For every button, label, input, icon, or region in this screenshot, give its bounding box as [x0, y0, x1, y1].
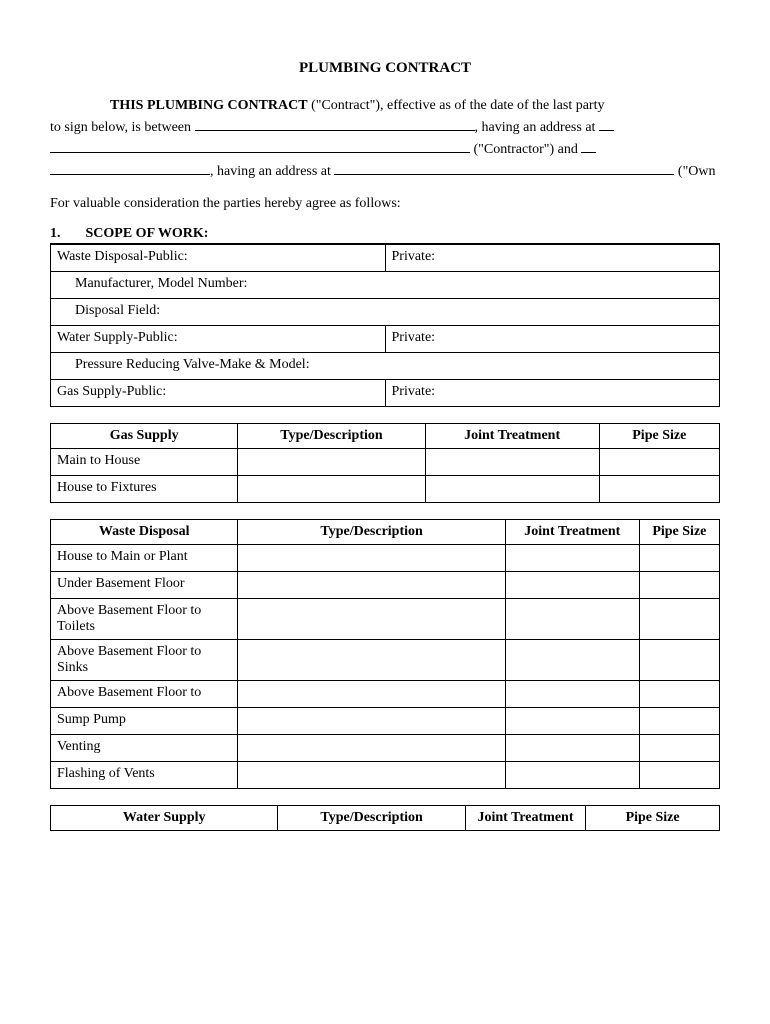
waste-row-1: Under Basement Floor: [51, 572, 238, 599]
waste-header-3: Pipe Size: [639, 520, 719, 545]
intro-line2a: to sign below, is between: [50, 120, 195, 135]
waste-cell[interactable]: [505, 708, 639, 735]
waste-disposal-table: Waste Disposal Type/Description Joint Tr…: [50, 519, 720, 789]
waste-cell[interactable]: [639, 545, 719, 572]
scope-manufacturer: Manufacturer, Model Number:: [51, 272, 720, 299]
scope-gas-public: Gas Supply-Public:: [51, 380, 386, 407]
gas-supply-table: Gas Supply Type/Description Joint Treatm…: [50, 423, 720, 503]
waste-cell[interactable]: [639, 640, 719, 681]
water-header-1: Type/Description: [278, 806, 465, 831]
waste-cell[interactable]: [505, 735, 639, 762]
blank-address-start[interactable]: [599, 116, 614, 131]
waste-cell[interactable]: [505, 599, 639, 640]
waste-header-0: Waste Disposal: [51, 520, 238, 545]
gas-row-1: House to Fixtures: [51, 476, 238, 503]
waste-cell[interactable]: [505, 545, 639, 572]
waste-row-0: House to Main or Plant: [51, 545, 238, 572]
waste-cell[interactable]: [639, 599, 719, 640]
waste-cell[interactable]: [238, 762, 506, 789]
intro-line2b: , having an address at: [475, 120, 599, 135]
gas-cell[interactable]: [599, 449, 719, 476]
gas-cell[interactable]: [238, 476, 425, 503]
intro-line3a: ("Contractor") and: [470, 142, 581, 157]
section-1-heading: 1. SCOPE OF WORK:: [50, 226, 720, 244]
section-1-title: SCOPE OF WORK:: [86, 226, 209, 241]
waste-cell[interactable]: [238, 599, 506, 640]
intro-line4a: , having an address at: [210, 164, 334, 179]
waste-header-1: Type/Description: [238, 520, 506, 545]
scope-water-private: Private:: [385, 326, 720, 353]
gas-row-0: Main to House: [51, 449, 238, 476]
waste-cell[interactable]: [639, 735, 719, 762]
intro-line4b: ("Own: [674, 164, 715, 179]
waste-row-5: Sump Pump: [51, 708, 238, 735]
waste-row-7: Flashing of Vents: [51, 762, 238, 789]
water-header-2: Joint Treatment: [465, 806, 585, 831]
water-supply-table: Water Supply Type/Description Joint Trea…: [50, 805, 720, 831]
blank-owner-name-start[interactable]: [581, 138, 596, 153]
water-header-3: Pipe Size: [586, 806, 720, 831]
intro-lead-bold: THIS PLUMBING CONTRACT: [110, 98, 308, 113]
waste-cell[interactable]: [238, 735, 506, 762]
agree-text: For valuable consideration the parties h…: [50, 196, 720, 212]
scope-gas-private: Private:: [385, 380, 720, 407]
gas-header-0: Gas Supply: [51, 424, 238, 449]
waste-header-2: Joint Treatment: [505, 520, 639, 545]
waste-cell[interactable]: [505, 640, 639, 681]
waste-cell[interactable]: [238, 572, 506, 599]
blank-owner-address[interactable]: [334, 160, 674, 175]
waste-cell[interactable]: [639, 572, 719, 599]
waste-cell[interactable]: [639, 708, 719, 735]
waste-cell[interactable]: [505, 572, 639, 599]
gas-header-2: Joint Treatment: [425, 424, 599, 449]
scope-table: Waste Disposal-Public: Private: Manufact…: [50, 244, 720, 407]
section-1-number: 1.: [50, 226, 82, 242]
waste-row-3: Above Basement Floor to Sinks: [51, 640, 238, 681]
intro-lead-rest: ("Contract"), effective as of the date o…: [308, 98, 605, 113]
waste-cell[interactable]: [639, 762, 719, 789]
scope-disposal-field: Disposal Field:: [51, 299, 720, 326]
waste-cell[interactable]: [238, 545, 506, 572]
scope-waste-private: Private:: [385, 245, 720, 272]
waste-row-4: Above Basement Floor to: [51, 681, 238, 708]
waste-row-6: Venting: [51, 735, 238, 762]
waste-cell[interactable]: [639, 681, 719, 708]
gas-cell[interactable]: [599, 476, 719, 503]
document-title: PLUMBING CONTRACT: [50, 60, 720, 77]
gas-cell[interactable]: [238, 449, 425, 476]
gas-cell[interactable]: [425, 449, 599, 476]
waste-cell[interactable]: [238, 640, 506, 681]
waste-cell[interactable]: [505, 681, 639, 708]
waste-row-2: Above Basement Floor to Toilets: [51, 599, 238, 640]
gas-cell[interactable]: [425, 476, 599, 503]
waste-cell[interactable]: [505, 762, 639, 789]
scope-water-public: Water Supply-Public:: [51, 326, 386, 353]
gas-header-1: Type/Description: [238, 424, 425, 449]
blank-contractor-address[interactable]: [50, 138, 470, 153]
scope-pressure-valve: Pressure Reducing Valve-Make & Model:: [51, 353, 720, 380]
scope-waste-public: Waste Disposal-Public:: [51, 245, 386, 272]
blank-owner-name[interactable]: [50, 160, 210, 175]
gas-header-3: Pipe Size: [599, 424, 719, 449]
water-header-0: Water Supply: [51, 806, 278, 831]
blank-contractor-name[interactable]: [195, 116, 475, 131]
waste-cell[interactable]: [238, 681, 506, 708]
intro-paragraph: THIS PLUMBING CONTRACT ("Contract"), eff…: [50, 95, 720, 182]
waste-cell[interactable]: [238, 708, 506, 735]
